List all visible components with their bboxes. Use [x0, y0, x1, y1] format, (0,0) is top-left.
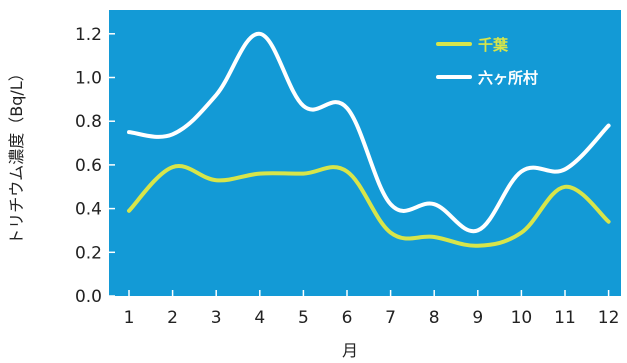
x-tick-label: 8 [429, 308, 440, 328]
y-tick-label: 0.2 [75, 243, 102, 263]
legend-label-rokkasho: 六ヶ所村 [478, 69, 538, 87]
x-tick-label: 10 [511, 308, 533, 328]
x-tick-label: 2 [167, 308, 178, 328]
y-tick-label: 0.8 [75, 112, 102, 132]
legend-label-chiba: 千葉 [478, 36, 509, 54]
x-tick-label: 9 [472, 308, 483, 328]
y-tick-label: 0.4 [75, 200, 102, 220]
series-line-chiba [127, 164, 611, 248]
series-layer [127, 31, 611, 248]
x-tick-label: 4 [254, 308, 265, 328]
x-tick-label: 6 [342, 308, 353, 328]
x-axis-ticks: 1 2 3 4 5 6 7 8 9 10 11 12 [124, 290, 620, 328]
y-tick-label: 1.0 [75, 69, 102, 89]
y-axis-ticks: 0.0 0.2 0.4 0.6 0.8 1.0 1.2 [75, 25, 115, 307]
y-tick-label: 1.2 [75, 25, 102, 45]
x-tick-label: 1 [124, 308, 135, 328]
x-tick-label: 7 [385, 308, 396, 328]
plot-area [109, 10, 621, 296]
y-tick-label: 0.6 [75, 156, 102, 176]
x-tick-label: 12 [598, 308, 620, 328]
y-tick-label: 0.0 [75, 287, 102, 307]
x-tick-label: 3 [211, 308, 222, 328]
x-tick-label: 11 [554, 308, 576, 328]
series-line-rokkasho [127, 31, 611, 234]
y-axis-title: トリチウム濃度（Bq/L） [7, 65, 26, 244]
x-tick-label: 5 [298, 308, 309, 328]
x-axis-title: 月 [342, 341, 358, 360]
